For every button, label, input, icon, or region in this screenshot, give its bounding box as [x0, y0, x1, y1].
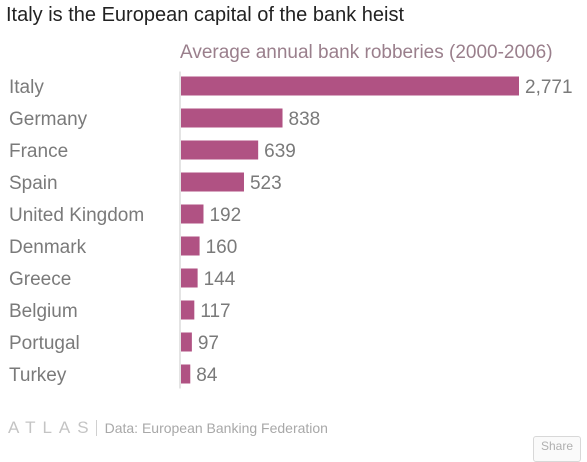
category-label: United Kingdom — [9, 205, 144, 226]
bar[interactable] — [181, 364, 191, 384]
bar[interactable] — [181, 108, 283, 128]
category-label: France — [9, 141, 68, 162]
bar-chart: Italy 2,771 Germany 838 France 639 Spain 523 Uni… — [9, 71, 573, 389]
bar[interactable] — [181, 204, 204, 224]
bar[interactable] — [181, 332, 192, 352]
footer-divider — [95, 420, 97, 436]
value-label: 97 — [198, 333, 219, 354]
value-label: 84 — [196, 365, 218, 386]
value-label: 192 — [209, 205, 241, 226]
category-label: Portugal — [9, 333, 80, 354]
category-label: Belgium — [9, 301, 78, 322]
value-label: 639 — [264, 141, 296, 162]
category-label: Spain — [9, 173, 58, 194]
bar[interactable] — [181, 236, 200, 256]
chart-subtitle: Average annual bank robberies (2000-2006… — [180, 42, 553, 63]
value-label: 144 — [204, 269, 236, 290]
bar[interactable] — [181, 76, 519, 96]
share-button[interactable]: Share — [533, 436, 581, 462]
value-label: 838 — [289, 109, 321, 130]
value-label: 160 — [206, 237, 238, 258]
bar[interactable] — [181, 140, 259, 160]
category-label: Italy — [9, 77, 44, 98]
footer: ATLAS Data: European Banking Federation — [8, 418, 328, 438]
value-label: 2,771 — [525, 77, 573, 98]
category-label: Denmark — [9, 237, 87, 258]
value-label: 523 — [250, 173, 282, 194]
bar[interactable] — [181, 268, 198, 288]
category-label: Greece — [9, 269, 71, 290]
category-label: Germany — [9, 109, 88, 130]
category-label: Turkey — [9, 365, 67, 386]
bar[interactable] — [181, 172, 244, 192]
bar[interactable] — [181, 300, 195, 320]
atlas-logo[interactable]: ATLAS — [8, 418, 96, 437]
chart-title: Italy is the European capital of the ban… — [6, 4, 405, 26]
value-label: 117 — [200, 301, 230, 322]
source-note: Data: European Banking Federation — [104, 420, 328, 436]
